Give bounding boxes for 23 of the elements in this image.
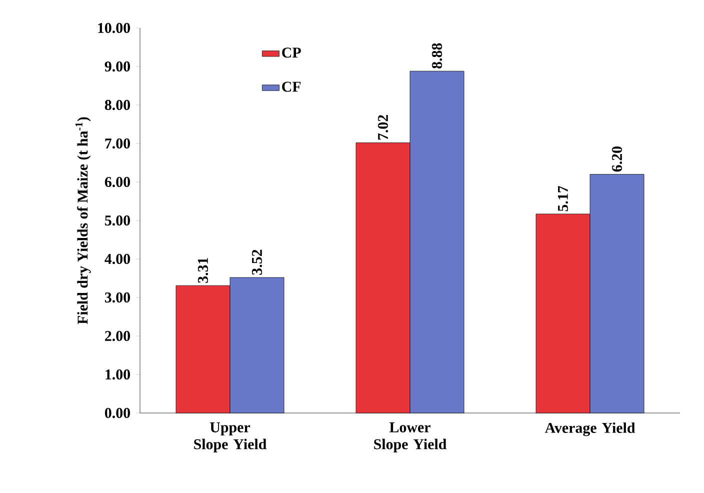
data-label: 8.88 [432,43,442,68]
data-label: 6.20 [612,146,622,172]
y-tick-label: 6.00 [104,176,130,188]
data-label: 5.17 [558,186,568,212]
y-tick-label: 8.00 [104,100,130,110]
x-tick-label: Upper Slope Yield [194,422,267,452]
x-tick-label: Average Yield [544,422,636,436]
y-axis-title: Field dry Yields of Maize (t ha$^{-1}$) [75,117,91,324]
data-label: 3.31 [198,258,208,283]
y-tick-label: 7.00 [105,138,130,149]
data-label: 3.52 [252,250,262,275]
y-tick-label: 0.00 [104,408,130,418]
x-tick-label: Lower Slope Yield [374,422,447,452]
y-tick-label: 1.00 [106,369,130,380]
legend-label: CP [282,48,301,58]
y-tick-label: 10.00 [98,22,130,34]
data-label: 7.02 [378,115,388,140]
y-tick-label: 9.00 [104,61,130,72]
y-tick-label: 4.00 [104,254,130,264]
legend-label: CF [282,82,301,92]
y-tick-label: 5.00 [105,215,130,226]
y-tick-label: 3.00 [104,292,130,303]
y-tick-label: 2.00 [105,330,130,342]
